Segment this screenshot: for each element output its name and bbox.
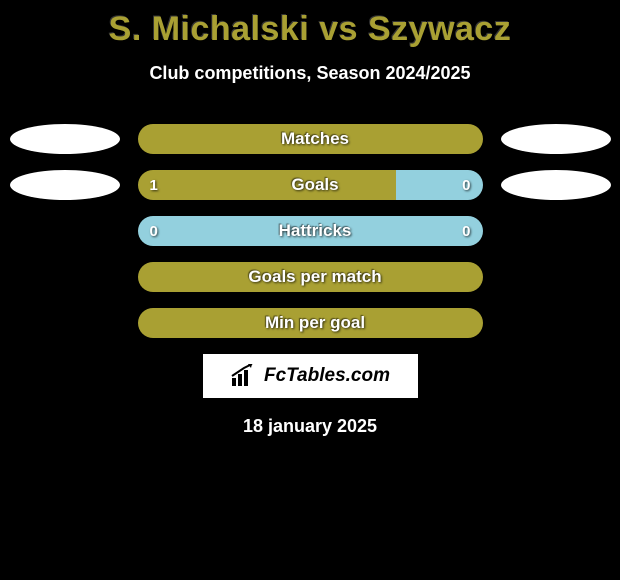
stat-label: Hattricks [138, 216, 483, 246]
stat-bar: Matches [138, 124, 483, 154]
brand-text: FcTables.com [264, 365, 390, 387]
player-left-ellipse [10, 170, 120, 200]
stat-label: Goals per match [138, 262, 483, 292]
page-title: S. Michalski vs Szywacz [0, 0, 620, 49]
stat-right-value: 0 [450, 170, 482, 200]
player-left-ellipse [10, 124, 120, 154]
footer-date: 18 january 2025 [0, 416, 620, 437]
stat-label: Matches [138, 124, 483, 154]
stat-row: 0 Hattricks 0 [0, 216, 620, 246]
player-right-ellipse [501, 170, 611, 200]
stat-right-value: 0 [450, 216, 482, 246]
stat-row: Goals per match [0, 262, 620, 292]
page-subtitle: Club competitions, Season 2024/2025 [0, 63, 620, 84]
stat-label: Min per goal [138, 308, 483, 338]
chart-icon [230, 364, 258, 388]
comparison-rows: Matches 1 Goals 0 0 Hattricks 0 [0, 124, 620, 338]
stat-bar: 0 Hattricks 0 [138, 216, 483, 246]
stat-row: 1 Goals 0 [0, 170, 620, 200]
stat-row: Min per goal [0, 308, 620, 338]
stat-bar: Min per goal [138, 308, 483, 338]
stat-label: Goals [138, 170, 483, 200]
player-right-ellipse [501, 124, 611, 154]
stat-bar: 1 Goals 0 [138, 170, 483, 200]
stat-bar: Goals per match [138, 262, 483, 292]
brand-logo: FcTables.com [203, 354, 418, 398]
stat-row: Matches [0, 124, 620, 154]
